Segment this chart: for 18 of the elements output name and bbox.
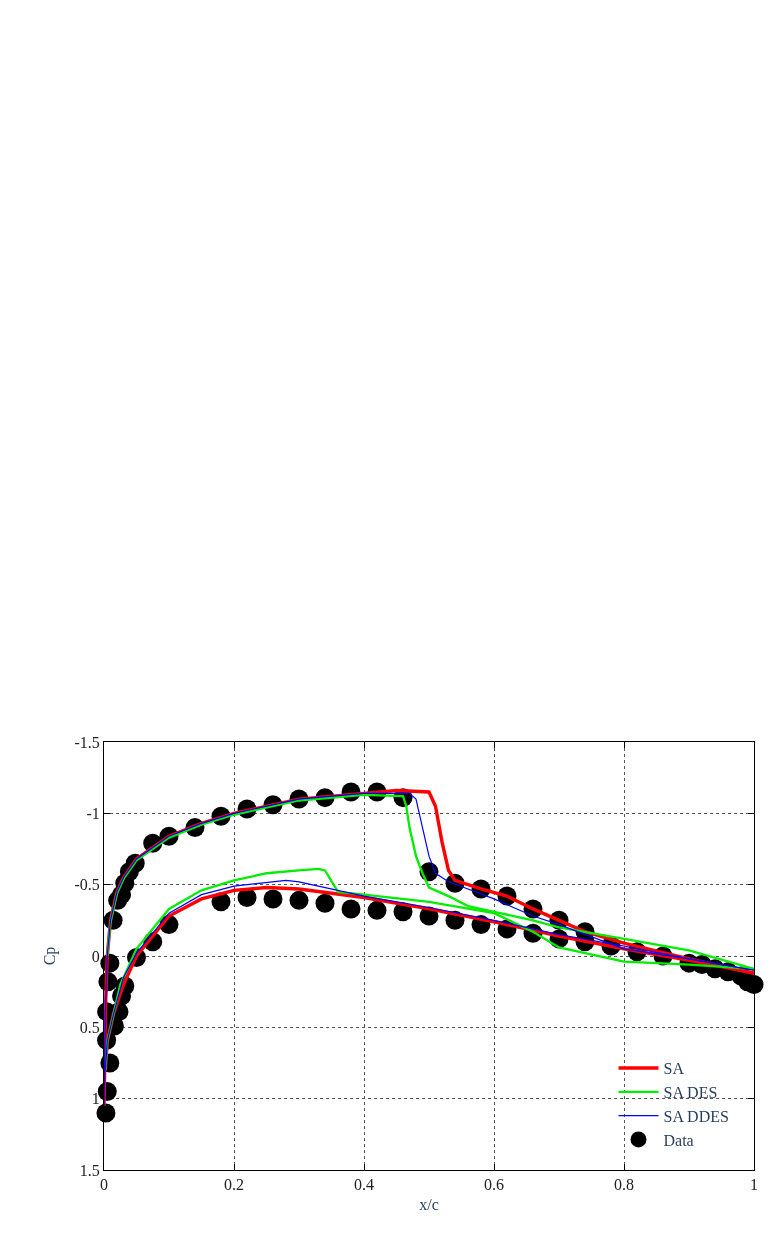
y-tick-label: 1.5 (79, 1161, 100, 1179)
y-tick-label: -1.5 (74, 733, 100, 751)
y-axis-title: Cp (41, 946, 60, 966)
x-tick-label: 0.8 (614, 1176, 634, 1194)
x-axis-title: x/c (419, 1195, 439, 1213)
x-tick-label: 0.2 (224, 1176, 244, 1194)
legend-label: Data (663, 1131, 694, 1149)
legend-label: SA DES (663, 1084, 718, 1102)
y-tick-label: 1 (91, 1090, 100, 1108)
legend-label: SA DDES (663, 1107, 729, 1125)
y-tick-label: -1 (86, 804, 100, 822)
y-tick-label: -0.5 (74, 876, 100, 894)
x-tick-label: 0.6 (484, 1176, 504, 1194)
y-tick-label: 0 (91, 947, 100, 965)
x-tick-label: 1 (750, 1176, 758, 1194)
y-tick-label: 0.5 (79, 1018, 100, 1036)
x-tick-label: 0.4 (354, 1176, 374, 1194)
legend-label: SA (663, 1060, 685, 1078)
